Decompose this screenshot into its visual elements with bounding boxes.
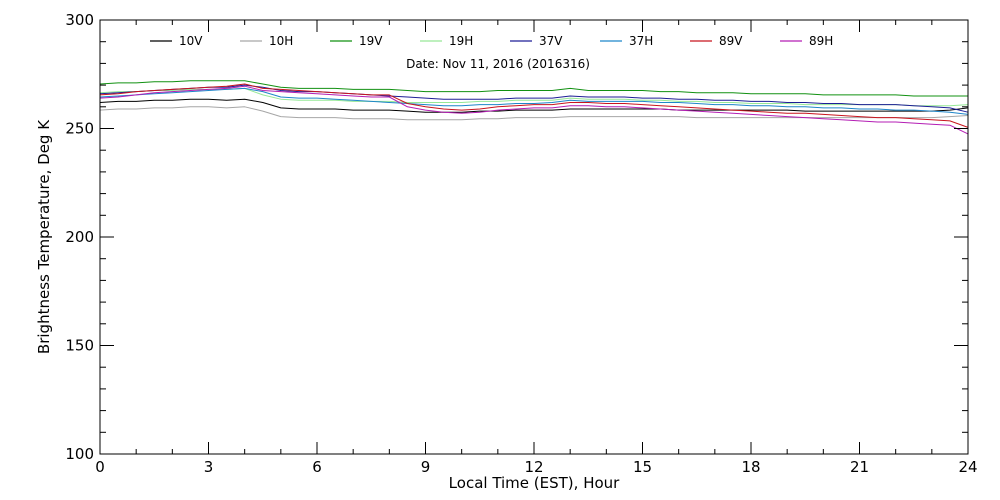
x-tick-label: 9 (421, 458, 431, 476)
ticks-layer: 0 3 6 9 12 15 18 21 24 100 150 200 250 300 (65, 11, 977, 476)
y-tick-label: 150 (65, 337, 94, 355)
legend-label-19v: 19V (359, 34, 383, 48)
series-line-10v (99, 98, 969, 113)
series-layer (99, 80, 969, 135)
chart-subtitle: Date: Nov 11, 2016 (2016316) (406, 57, 590, 71)
y-tick-label: 100 (65, 445, 94, 463)
x-tick-label: 24 (958, 458, 977, 476)
legend-label-37h: 37H (629, 34, 653, 48)
series-line-89h (99, 85, 969, 135)
series-line-37v (99, 84, 969, 113)
legend-label-19h: 19H (449, 34, 473, 48)
legend-label-10h: 10H (269, 34, 293, 48)
x-tick-label: 6 (312, 458, 322, 476)
x-tick-label: 15 (633, 458, 652, 476)
x-tick-label: 0 (95, 458, 105, 476)
series-line-10h (99, 106, 969, 121)
y-tick-label: 300 (65, 11, 94, 29)
legend: 10V 10H 19V 19H 37V 37H 89V 89H (150, 34, 833, 48)
y-axis-label: Brightness Temperature, Deg K (35, 119, 53, 354)
series-line-19v (99, 80, 968, 97)
x-tick-label: 21 (850, 458, 869, 476)
x-tick-label: 12 (524, 458, 543, 476)
x-axis-label: Local Time (EST), Hour (449, 474, 620, 492)
x-tick-label: 3 (204, 458, 214, 476)
x-tick-label: 18 (741, 458, 760, 476)
legend-label-89h: 89H (809, 34, 833, 48)
legend-label-89v: 89V (719, 34, 743, 48)
y-tick-label: 250 (65, 120, 94, 138)
plot-frame (99, 19, 969, 455)
series-line-89v (99, 83, 969, 128)
legend-label-37v: 37V (539, 34, 563, 48)
legend-label-10v: 10V (179, 34, 203, 48)
series-line-37h (99, 87, 969, 115)
y-tick-label: 200 (65, 228, 94, 246)
